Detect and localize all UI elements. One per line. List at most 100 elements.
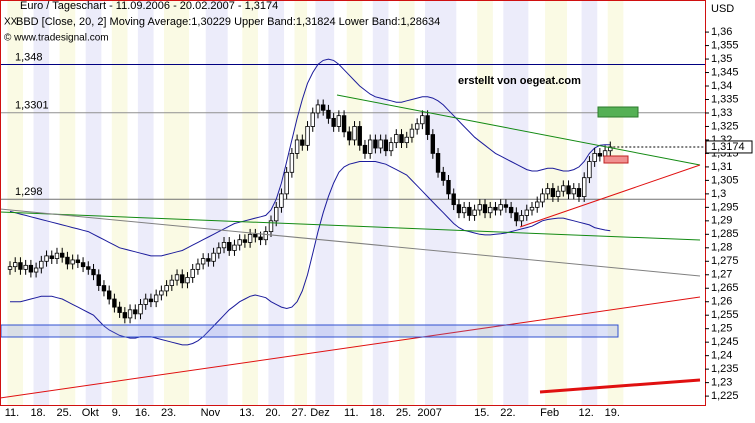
candle-body: [352, 126, 357, 141]
indicator-legend: BBD [Close, 20, 2] Moving Average:1,3022…: [16, 16, 440, 28]
candle-body: [566, 185, 571, 195]
x-tick-label: 11.: [5, 407, 19, 419]
candle-body: [524, 209, 529, 216]
candle-body: [91, 268, 96, 276]
candle-body: [320, 104, 326, 111]
candle-body: [441, 171, 446, 181]
y-tick-label: 1,265: [711, 282, 739, 294]
candle-body: [394, 134, 399, 144]
candle-body: [127, 309, 133, 319]
x-tick-label: Feb: [540, 407, 559, 419]
candle-body: [28, 264, 34, 273]
week-stripe: [346, 1, 363, 405]
week-stripe: [137, 1, 154, 405]
x-tick-label: Okt: [82, 407, 99, 419]
y-tick-label: 1,345: [711, 66, 739, 78]
candle-body: [195, 263, 201, 270]
x-tick-label: Nov: [201, 407, 221, 419]
candle-body: [540, 193, 545, 203]
candle-body: [300, 139, 305, 146]
candle-body: [60, 252, 65, 258]
candle-body: [425, 115, 430, 135]
candle-body: [420, 115, 425, 125]
y-tick-label: 1,3: [711, 188, 726, 200]
candle-body: [138, 304, 143, 315]
trendline: [0, 296, 701, 399]
level-label: 1,348: [15, 51, 43, 63]
candle-body: [289, 153, 295, 173]
candle-body: [33, 267, 39, 273]
candle-body: [237, 239, 242, 246]
x-tick-label: 2007: [417, 407, 441, 419]
y-axis-label: USD: [711, 3, 734, 15]
candle-body: [7, 266, 13, 270]
candle-body: [446, 179, 451, 195]
y-tick-label: 1,225: [711, 390, 739, 402]
y-tick-label: 1,34: [711, 80, 732, 92]
candle-body: [54, 252, 60, 259]
candle-body: [608, 146, 613, 152]
candle-body: [519, 215, 524, 222]
y-tick-label: 1,26: [711, 296, 732, 308]
candle-body: [414, 123, 420, 130]
x-tick-label: 20.: [265, 407, 280, 419]
candle-body: [49, 255, 54, 259]
candle-body: [571, 188, 576, 195]
x-tick-label: 19.: [605, 407, 620, 419]
x-tick-label: 15.: [474, 407, 489, 419]
trendline: [539, 378, 701, 394]
candle-body: [545, 188, 550, 195]
candle-body: [70, 259, 75, 265]
candle-body: [472, 209, 477, 216]
candle-body: [216, 247, 221, 254]
target-box: [597, 106, 639, 118]
week-stripe: [315, 1, 335, 405]
y-tick-label: 1,25: [711, 323, 732, 335]
candle-body: [367, 139, 373, 154]
legend-icon: XX: [4, 17, 18, 28]
candle-body: [409, 128, 415, 138]
zone-box: [0, 324, 619, 338]
y-tick-label: 1,27: [711, 269, 732, 281]
week-stripe: [398, 1, 415, 405]
x-tick-label: 25.: [57, 407, 72, 419]
week-stripe: [294, 1, 308, 405]
candle-body: [535, 201, 540, 208]
candle-body: [493, 206, 498, 211]
candle-body: [39, 260, 44, 269]
level-label: 1,298: [15, 186, 43, 198]
candle-body: [206, 258, 211, 262]
candle-body: [404, 136, 409, 144]
candle-body: [96, 274, 101, 286]
candle-body: [550, 188, 556, 197]
y-tick-label: 1,24: [711, 350, 732, 362]
candle-body: [180, 274, 185, 284]
candle-body: [461, 206, 467, 214]
trendline: [519, 164, 701, 228]
y-tick-label: 1,255: [711, 309, 739, 321]
candle-body: [75, 259, 81, 264]
candle-body: [153, 294, 159, 303]
y-tick-label: 1,275: [711, 255, 739, 267]
candle-body: [555, 190, 561, 197]
candle-body: [18, 262, 23, 270]
candle-body: [399, 134, 404, 144]
candle-body: [529, 206, 535, 211]
candle-body: [274, 206, 279, 222]
candle-body: [326, 109, 331, 119]
candle-body: [508, 206, 514, 214]
plot-frame: [0, 0, 706, 406]
y-tick-label: 1,23: [711, 377, 732, 389]
candle-body: [383, 139, 389, 152]
candle-body: [13, 262, 18, 268]
candle-body: [86, 266, 91, 270]
week-stripe: [85, 1, 102, 405]
candle-body: [232, 244, 237, 251]
candle-body: [190, 268, 195, 278]
candle-body: [430, 134, 436, 154]
x-tick-label: 9.: [112, 407, 121, 419]
candle-body: [258, 236, 263, 241]
y-tick-label: 1,325: [711, 120, 739, 132]
candle-body: [148, 298, 154, 303]
